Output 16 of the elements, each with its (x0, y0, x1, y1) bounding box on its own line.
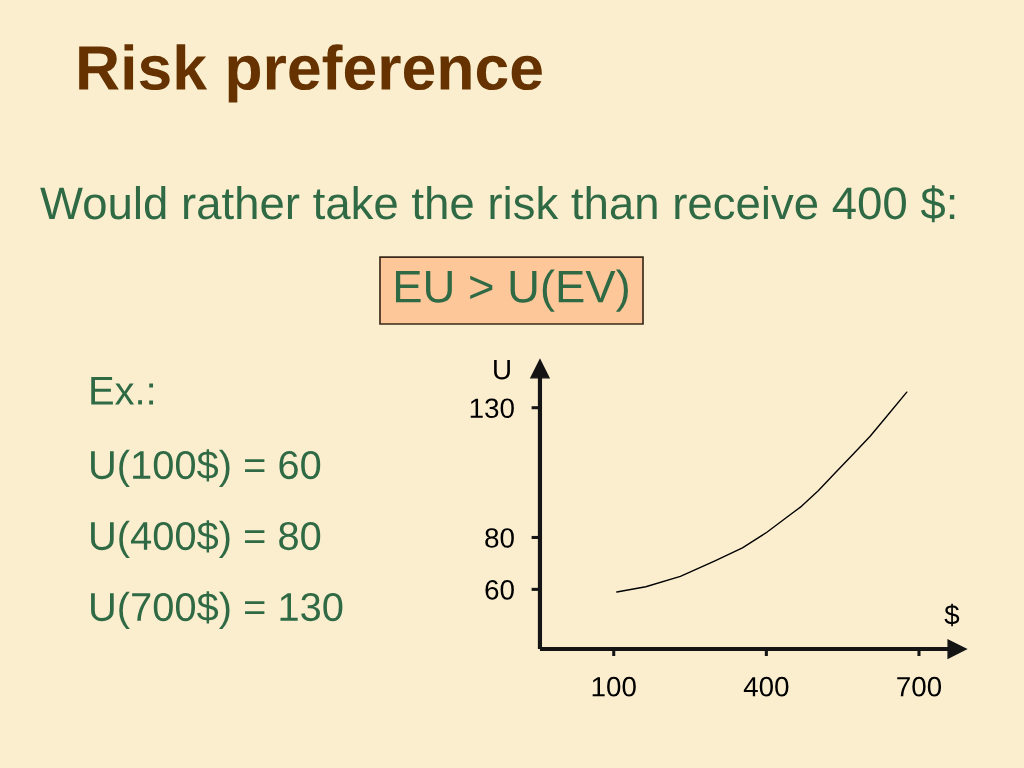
text: U(400$) = 80 (91, 520, 321, 558)
text: Ex.: (91, 377, 154, 405)
chart-title: Risk preference (79, 44, 542, 103)
text: EU > U(EV) (395, 269, 628, 312)
y-tick-label: 60 (485, 580, 514, 600)
y-tick-label: 80 (485, 528, 514, 548)
x-axis-title: $ (944, 603, 960, 627)
x-tick-label: 400 (743, 676, 789, 697)
y-tick-label: 130 (470, 398, 514, 419)
y-axis-title: U (494, 360, 510, 380)
chart-subtitle: Would rather take the risk than receive 400 $: (40, 185, 955, 223)
x-tick-label: 100 (592, 676, 636, 697)
x-tick-label: 700 (897, 676, 942, 697)
text: U(100$) = 60 (91, 449, 321, 487)
text: U(700$) = 130 (91, 591, 343, 629)
line-series (616, 391, 908, 593)
